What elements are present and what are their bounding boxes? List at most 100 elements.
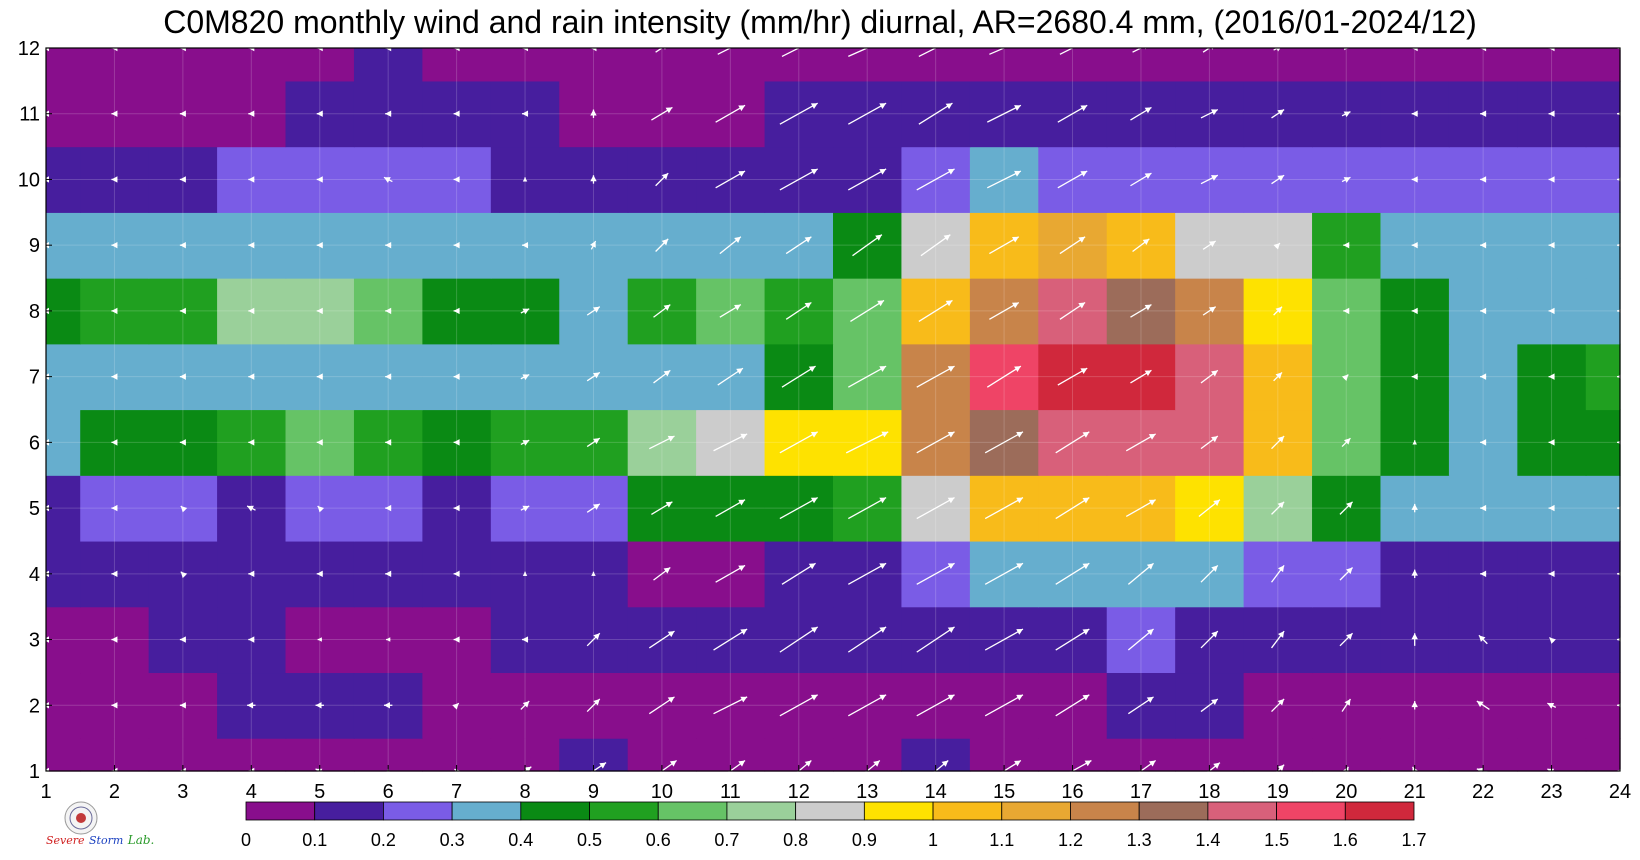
wind-arrow — [986, 170, 1022, 189]
wind-arrow — [1480, 504, 1487, 512]
wind-arrow — [989, 301, 1020, 320]
contour-cell — [1585, 409, 1621, 476]
wind-arrow — [1411, 176, 1418, 183]
wind-arrow — [655, 238, 669, 252]
wind-arrow — [520, 439, 530, 446]
wind-arrow — [648, 696, 675, 715]
wind-arrow — [916, 626, 955, 653]
wind-arrow — [918, 299, 953, 322]
contour-cell — [46, 738, 81, 772]
wind-arrow — [111, 241, 118, 249]
x-tick-label: 8 — [519, 781, 530, 803]
wind-arrow — [1271, 565, 1285, 583]
wind-arrow — [779, 431, 818, 454]
colorbar-swatch — [1276, 801, 1346, 821]
wind-arrow — [984, 431, 1024, 454]
wind-arrow — [785, 301, 812, 320]
wind-arrow — [1127, 562, 1154, 585]
y-tick-label: 3 — [29, 630, 40, 652]
colorbar-tick-label: 0.7 — [714, 830, 739, 850]
contour-cell — [627, 48, 697, 82]
colorbar: 0 0.1 0.2 0.3 0.4 0.5 0.6 0.7 0.8 0.9 1 1.1 1.2 1.3 1.… — [241, 801, 1427, 850]
colorbar-tick-label: 1.1 — [989, 830, 1014, 850]
wind-arrow — [586, 371, 601, 382]
wind-arrow — [248, 373, 255, 380]
wind-arrow — [1200, 369, 1219, 384]
contour-cell — [764, 48, 834, 82]
wind-arrow — [315, 702, 324, 709]
contour-cell — [901, 48, 971, 82]
wind-arrow — [590, 175, 597, 184]
contour-cell — [1585, 212, 1621, 279]
wind-arrow — [1411, 701, 1418, 710]
colorbar-tick-label: 0.3 — [440, 830, 465, 850]
wind-arrow — [385, 307, 392, 315]
plot-frame — [45, 47, 1621, 772]
wind-arrow — [1271, 501, 1285, 515]
colorbar-tick-label: 1.5 — [1264, 830, 1289, 850]
x-tick-label: 5 — [314, 781, 325, 803]
contour-cell — [1585, 540, 1621, 608]
colorbar-tick-label: 0.9 — [852, 830, 877, 850]
wind-arrow — [1548, 176, 1555, 183]
colorbar-tick-label: 0.6 — [646, 830, 671, 850]
wind-arrow — [520, 308, 530, 315]
wind-arrow — [1341, 111, 1351, 118]
wind-arrow — [246, 505, 256, 512]
wind-arrow — [1476, 700, 1490, 711]
wind-arrow — [848, 694, 887, 717]
wind-arrow — [1057, 367, 1088, 386]
wind-arrow — [1202, 306, 1217, 316]
wind-arrow — [779, 102, 818, 125]
wind-arrow — [522, 241, 529, 249]
wind-arrow — [180, 505, 188, 513]
wind-arrow — [1125, 499, 1156, 518]
wind-arrow — [316, 439, 323, 446]
wind-arrow — [1057, 104, 1088, 123]
x-tick-label: 24 — [1609, 781, 1631, 803]
y-tick-label: 5 — [29, 498, 40, 520]
logo-text-1: Severe — [46, 834, 85, 847]
wind-arrow — [986, 365, 1022, 388]
y-tick-label: 6 — [29, 432, 40, 454]
x-tick-label: 4 — [246, 781, 257, 803]
x-tick-label: 2 — [109, 781, 120, 803]
contour-cell — [1585, 80, 1621, 148]
wind-arrow — [179, 702, 186, 709]
contour-cell — [1585, 475, 1621, 542]
wind-arrow — [317, 505, 325, 513]
wind-arrow — [1341, 698, 1352, 712]
wind-arrow — [179, 636, 186, 643]
wind-arrow — [385, 110, 392, 117]
wind-arrow — [1411, 633, 1418, 646]
contour-cell — [969, 48, 1039, 82]
wind-arrow — [111, 373, 118, 380]
x-tick-label: 3 — [177, 781, 188, 803]
contour-cell — [696, 48, 766, 82]
wind-arrow — [1478, 634, 1488, 645]
wind-arrow — [1411, 307, 1418, 315]
wind-arrow — [385, 373, 392, 380]
contour-cell — [1243, 48, 1313, 82]
contour-cell — [1585, 606, 1621, 674]
colorbar-swatch — [589, 801, 659, 821]
wind-arrow — [1548, 373, 1555, 380]
wind-arrow — [717, 367, 744, 386]
wind-arrow — [1341, 176, 1351, 183]
colorbar-swatch — [245, 801, 316, 821]
wind-arrow — [781, 365, 816, 388]
wind-arrow — [1202, 240, 1217, 250]
colorbar-tick-label: 1.4 — [1195, 830, 1220, 850]
wind-arrow — [653, 566, 671, 581]
wind-arrow — [453, 504, 460, 512]
wind-arrow — [1480, 110, 1487, 117]
x-tick-label: 9 — [588, 781, 599, 803]
x-tick-label: 20 — [1335, 781, 1357, 803]
wind-arrow — [1480, 307, 1487, 315]
x-tick-label: 19 — [1267, 781, 1289, 803]
wind-arrow — [1055, 431, 1090, 454]
contour-cell — [1585, 672, 1621, 739]
wind-arrow — [316, 110, 323, 117]
chart-title: C0M820 monthly wind and rain intensity (… — [163, 4, 1477, 40]
